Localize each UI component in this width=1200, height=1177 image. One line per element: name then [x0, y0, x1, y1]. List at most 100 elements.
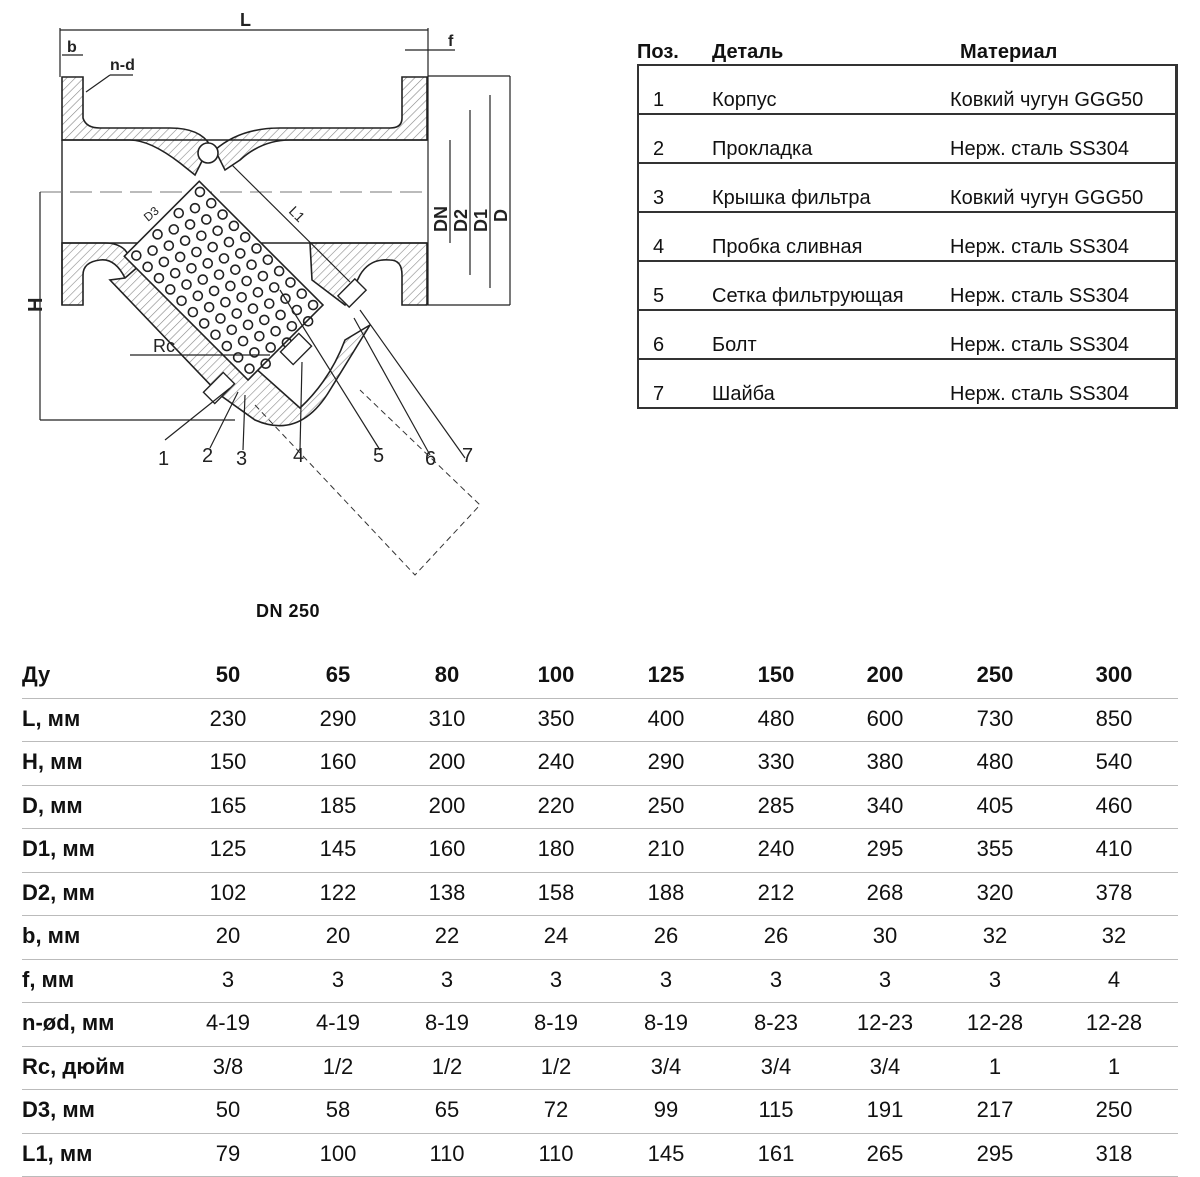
cell-value: 188 — [647, 879, 685, 905]
screen-hole — [174, 251, 186, 263]
row-label: Ду — [22, 662, 51, 687]
label-D2: D2 — [451, 209, 471, 232]
cell-value: 125 — [647, 662, 685, 687]
cell-value: 1 — [1107, 1053, 1121, 1079]
part-pos: 1 — [653, 89, 665, 111]
row-label: L1, мм — [22, 1140, 93, 1166]
screen-hole — [197, 274, 209, 285]
callout-3: 3 — [236, 448, 247, 470]
dimensions-row: f, мм 3 3 3 3 3 3 3 3 4 — [22, 960, 1178, 1003]
cell-value: 480 — [757, 705, 795, 731]
part-pos: 6 — [653, 334, 665, 356]
screen-hole — [273, 265, 285, 277]
screen-hole — [221, 340, 233, 352]
cell-value: 32 — [1101, 923, 1127, 948]
cell-value: 8-19 — [424, 1010, 470, 1035]
screen-hole — [242, 319, 254, 331]
screen-hole — [236, 291, 247, 303]
screen-hole — [196, 230, 207, 242]
cell-value: 200 — [428, 792, 466, 818]
screen-hole — [231, 308, 243, 319]
cell-value: 3 — [331, 966, 345, 992]
cell-value: 8-23 — [753, 1010, 799, 1035]
cell-value: 80 — [434, 662, 460, 687]
screen-hole — [152, 229, 163, 240]
parts-row: 7 Шайба Нерж. сталь SS304 — [639, 360, 1175, 407]
screen-hole — [184, 219, 196, 230]
cell-value: 160 — [319, 749, 357, 774]
screen-hole — [230, 264, 241, 275]
screen-hole — [163, 240, 175, 251]
cell-value: 8-19 — [643, 1010, 689, 1035]
label-nd: n-d — [110, 57, 135, 74]
cell-value: 3/4 — [869, 1053, 901, 1079]
part-detail: Пробка сливная — [712, 236, 863, 258]
part-detail: Корпус — [712, 89, 777, 111]
drain-plug — [279, 332, 313, 366]
parts-row: 3 Крышка фильтра Ковкий чугун GGG50 — [639, 164, 1175, 213]
cell-value: 161 — [757, 1140, 795, 1166]
header-material: Материал — [960, 41, 1058, 63]
screen-hole — [147, 245, 158, 256]
dimensions-row: D2, мм 102 122 138 158 188 212 268 320 378 — [22, 873, 1178, 916]
cell-value: 1/2 — [431, 1053, 463, 1079]
cell-value: 32 — [982, 923, 1008, 948]
parts-row: 1 Корпус Ковкий чугун GGG50 — [639, 66, 1175, 115]
screen-hole — [198, 318, 210, 329]
screen-hole — [220, 296, 231, 308]
cell-value: 210 — [647, 836, 685, 861]
cell-value: 50 — [215, 1097, 241, 1122]
part-detail: Крышка фильтра — [712, 187, 871, 209]
cell-value: 300 — [1095, 662, 1133, 687]
cell-value: 150 — [757, 662, 795, 687]
screen-hole — [260, 358, 272, 370]
screen-hole — [173, 207, 185, 219]
screen-hole — [247, 303, 259, 314]
screen-hole — [228, 220, 240, 232]
part-pos: 2 — [653, 138, 665, 160]
cell-value: 310 — [428, 705, 466, 731]
part-material: Нерж. сталь SS304 — [950, 138, 1129, 160]
label-D: D — [491, 209, 511, 222]
row-label: Rc, дюйм — [22, 1053, 125, 1079]
screen-hole — [215, 313, 226, 324]
cell-value: 180 — [537, 836, 575, 861]
label-Rc: Rc — [153, 336, 175, 356]
cell-value: 102 — [209, 879, 247, 905]
cell-value: 22 — [434, 923, 460, 948]
cell-value: 320 — [976, 879, 1014, 905]
cell-value: 1/2 — [322, 1053, 354, 1079]
cell-value: 250 — [1095, 1097, 1133, 1122]
cell-value: 340 — [866, 792, 904, 818]
cell-value: 250 — [976, 662, 1014, 687]
part-material: Нерж. сталь SS304 — [950, 334, 1129, 356]
cell-value: 250 — [647, 792, 685, 818]
dimensions-row: D, мм 165 185 200 220 250 285 340 405 460 — [22, 786, 1178, 829]
cell-value: 350 — [537, 705, 575, 731]
cell-value: 3 — [549, 966, 563, 992]
row-label: n-ød, мм — [22, 1010, 115, 1035]
screen-hole — [207, 241, 218, 253]
cell-value: 20 — [215, 923, 241, 948]
cell-value: 3/4 — [760, 1053, 792, 1079]
parts-row: 2 Прокладка Нерж. сталь SS304 — [639, 115, 1175, 164]
screen-hole — [244, 363, 255, 374]
label-f: f — [448, 33, 454, 50]
cell-value: 110 — [538, 1140, 574, 1166]
cell-value: 3/4 — [650, 1053, 682, 1079]
screen-hole — [189, 202, 201, 214]
screen-hole — [251, 243, 262, 254]
screen-hole — [262, 254, 274, 266]
drawing-caption: DN 250 — [256, 601, 321, 621]
screen-hole — [296, 288, 308, 300]
screen-hole — [234, 248, 246, 259]
screen-hole — [181, 279, 192, 290]
cell-value: 145 — [319, 836, 357, 861]
screen-hole — [302, 316, 314, 327]
cell-value: 240 — [757, 836, 795, 861]
row-label: L, мм — [22, 705, 81, 731]
screen-hole — [208, 285, 220, 297]
screen-hole — [201, 214, 212, 225]
cell-value: 125 — [209, 836, 247, 861]
screen-hole — [270, 325, 281, 337]
